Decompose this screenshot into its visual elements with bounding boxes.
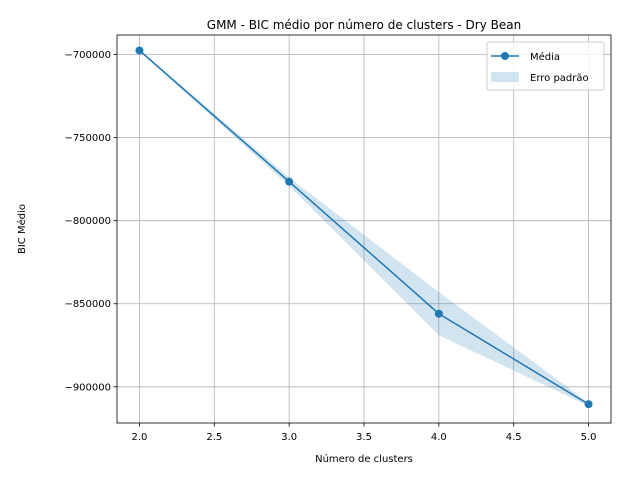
series-layer (135, 46, 593, 409)
x-tick-label: 4.0 (431, 432, 447, 443)
legend-band-swatch (491, 72, 519, 82)
legend-marker-swatch (501, 52, 509, 60)
x-axis: 2.0 2.5 3.0 3.5 4.0 4.5 5.0 (132, 423, 597, 443)
y-axis-label: BIC Médio (16, 204, 28, 254)
standard-error-band (139, 49, 589, 406)
y-axis: −700000 −750000 −800000 −850000 −900000 (64, 50, 117, 393)
legend-label-media: Média (530, 51, 560, 63)
legend-label-erro-padrao: Erro padrão (530, 73, 589, 84)
y-tick-label: −900000 (64, 382, 111, 393)
data-point (434, 309, 443, 318)
x-tick-label: 2.0 (132, 432, 148, 443)
y-tick-label: −800000 (64, 216, 111, 227)
x-tick-label: 3.0 (281, 432, 297, 443)
data-point (584, 400, 593, 409)
y-tick-label: −750000 (64, 133, 111, 144)
series-line-media (138, 49, 589, 405)
y-tick-label: −700000 (64, 50, 111, 61)
grid (117, 35, 611, 423)
data-point (285, 177, 294, 186)
legend-box (486, 41, 605, 91)
chart-title: GMM - BIC médio por número de clusters -… (207, 18, 521, 32)
data-point (135, 46, 144, 55)
y-tick-label: −850000 (64, 299, 111, 310)
x-axis-label: Número de clusters (315, 453, 413, 465)
x-tick-label: 5.0 (581, 432, 597, 443)
x-tick-label: 2.5 (206, 432, 222, 443)
legend: Média Erro padrão (486, 41, 605, 91)
x-tick-label: 4.5 (506, 432, 522, 443)
x-tick-label: 3.5 (356, 432, 372, 443)
